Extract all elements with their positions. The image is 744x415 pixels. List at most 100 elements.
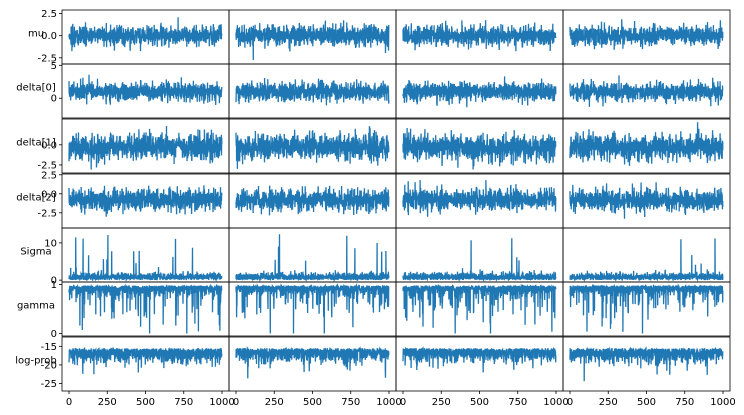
trace-line xyxy=(402,76,557,108)
x-tick-label: 500 xyxy=(637,397,656,408)
trace-line xyxy=(235,126,390,169)
x-tick-label: 500 xyxy=(136,397,155,408)
trace-line xyxy=(402,238,557,283)
trace-line xyxy=(235,234,390,283)
y-tick-label: 5 xyxy=(51,61,57,72)
trace-panel-log-prob-chain-2 xyxy=(395,336,564,392)
trace-panel-mu-chain-3 xyxy=(562,9,731,65)
trace-panel-gamma-chain-2 xyxy=(395,281,564,337)
y-tick-label: 0 xyxy=(51,276,57,287)
trace-panel-delta0-chain-2 xyxy=(395,63,564,119)
trace-panel-delta0-chain-0: 05 xyxy=(51,61,230,119)
trace-panel-Sigma-chain-1 xyxy=(228,227,397,283)
x-tick-label: 0 xyxy=(233,397,239,408)
y-tick-label: -25 xyxy=(41,379,57,390)
row-label-delta2: delta[2] xyxy=(16,193,56,204)
y-tick-label: 2.5 xyxy=(41,9,57,20)
x-tick-label: 1000 xyxy=(209,397,234,408)
trace-panel-log-prob-chain-0: -25 -20 -15 xyxy=(41,336,230,392)
trace-line xyxy=(569,75,724,107)
y-tick-label: 0 xyxy=(51,94,57,105)
trace-line xyxy=(68,125,223,170)
trace-line xyxy=(402,127,557,170)
panel-grid: -2.50.02.505-2.50.0-2.50.02.501001-25-20… xyxy=(37,9,731,392)
y-tick-label: 2.5 xyxy=(41,170,57,181)
trace-line xyxy=(235,185,390,216)
trace-line xyxy=(569,182,724,219)
trace-panel-gamma-chain-0: 01 xyxy=(51,280,230,340)
trace-panel-delta0-chain-3 xyxy=(562,63,731,119)
trace-line xyxy=(569,19,724,50)
trace-line xyxy=(402,20,557,52)
row-label-gamma: gamma xyxy=(17,301,55,312)
trace-line xyxy=(68,346,223,375)
trace-panel-mu-chain-2 xyxy=(395,9,564,65)
axes-frame xyxy=(562,63,731,119)
y-tick-label: 1 xyxy=(51,280,57,291)
trace-panel-mu-chain-0: -2.5 0.0 2.5 xyxy=(37,9,230,65)
trace-line xyxy=(569,238,724,282)
axes-frame xyxy=(562,281,731,337)
axes-frame xyxy=(228,336,397,392)
row-label-delta0: delta[0] xyxy=(16,83,56,94)
row-labels: mu delta[0] delta[1] delta[2] Sigma gamma log-… xyxy=(15,29,57,367)
trace-panel-log-prob-chain-3 xyxy=(562,336,731,392)
x-tick-label: 750 xyxy=(174,397,193,408)
x-tick-label: 1000 xyxy=(376,397,401,408)
trace-panel-delta2-chain-1 xyxy=(228,173,397,229)
y-tick-label: -2.5 xyxy=(37,160,57,171)
x-tick-label: 250 xyxy=(265,397,284,408)
y-tick-label: -20 xyxy=(41,360,57,371)
axes-frame xyxy=(562,118,731,174)
trace-panel-mu-chain-1 xyxy=(228,9,397,65)
trace-line xyxy=(235,20,390,61)
y-tick-label: 0 xyxy=(51,329,57,340)
x-tick-label: 750 xyxy=(341,397,360,408)
trace-panel-Sigma-chain-3 xyxy=(562,227,731,283)
trace-line xyxy=(68,283,223,334)
trace-panel-delta1-chain-3 xyxy=(562,118,731,174)
trace-line xyxy=(569,122,724,166)
trace-line xyxy=(235,77,390,106)
y-tick-label: 0.0 xyxy=(41,140,57,151)
trace-panel-Sigma-chain-0: 0 10 xyxy=(44,227,230,287)
trace-line xyxy=(402,180,557,217)
x-tick-label: 0 xyxy=(400,397,406,408)
trace-panel-delta1-chain-1 xyxy=(228,118,397,174)
trace-line xyxy=(402,346,557,373)
y-tick-label: -15 xyxy=(41,342,57,353)
trace-line xyxy=(569,283,724,334)
x-tick-label: 500 xyxy=(470,397,489,408)
row-label-log-prob: log-prob xyxy=(15,356,57,367)
trace-panel-delta0-chain-1 xyxy=(228,63,397,119)
row-label-Sigma: Sigma xyxy=(20,247,51,258)
trace-panel-delta1-chain-2 xyxy=(395,118,564,174)
x-tick-label: 1000 xyxy=(543,397,568,408)
trace-panel-Sigma-chain-2 xyxy=(395,227,564,283)
row-label-delta1: delta[1] xyxy=(16,138,56,149)
x-tick-label: 0 xyxy=(66,397,72,408)
y-tick-label: 10 xyxy=(44,238,57,249)
x-tick-label: 500 xyxy=(303,397,322,408)
trace-line xyxy=(68,185,223,217)
trace-panel-delta2-chain-3 xyxy=(562,173,731,229)
trace-panel-log-prob-chain-1 xyxy=(228,336,397,392)
trace-line xyxy=(68,234,223,283)
trace-line xyxy=(235,345,390,379)
trace-line xyxy=(68,17,223,52)
trace-panel-gamma-chain-3 xyxy=(562,281,731,337)
trace-panel-delta2-chain-2 xyxy=(395,173,564,229)
x-tick-label: 0 xyxy=(567,397,573,408)
trace-panel-delta2-chain-0: -2.5 0.0 2.5 xyxy=(37,170,230,229)
axes-frame xyxy=(395,336,564,392)
trace-line xyxy=(68,74,223,106)
y-tick-label: -2.5 xyxy=(37,208,57,219)
y-tick-label: 0.0 xyxy=(41,189,57,200)
x-tick-label: 750 xyxy=(675,397,694,408)
trace-panel-delta1-chain-0: -2.5 0.0 xyxy=(37,118,230,174)
y-tick-label: 0.0 xyxy=(41,31,57,42)
y-tick-label: -2.5 xyxy=(37,53,57,64)
trace-line xyxy=(569,346,724,382)
